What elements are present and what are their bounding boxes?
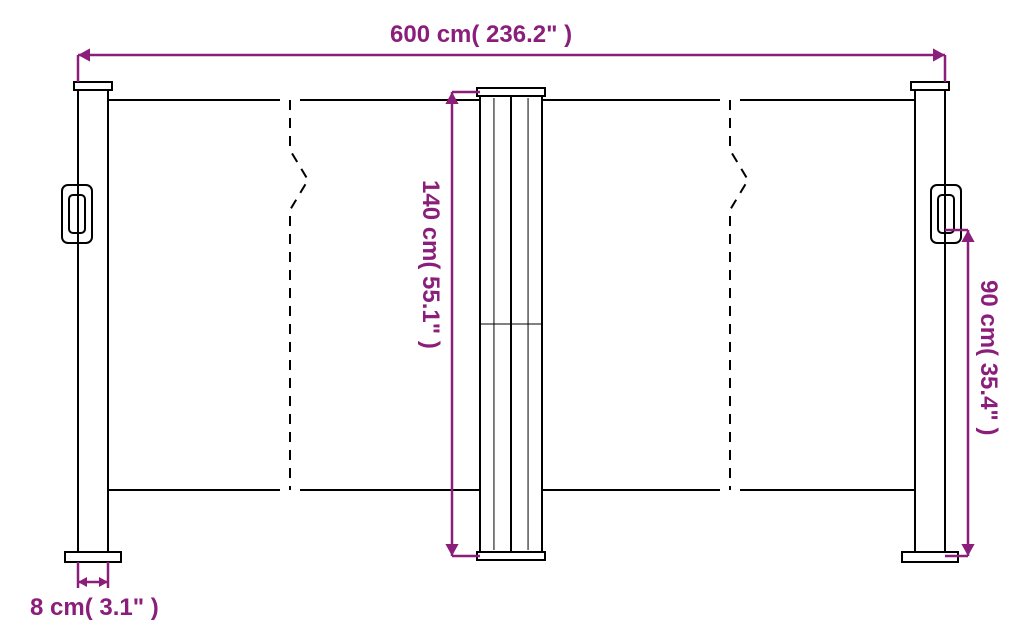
post-height-label: 90 cm( 35.4" ) [974, 280, 1002, 435]
dimension-diagram [0, 0, 1020, 642]
width-label: 600 cm( 236.2" ) [390, 21, 572, 49]
height-label: 140 cm( 55.1" ) [416, 180, 444, 349]
post-width-label: 8 cm( 3.1" ) [30, 594, 159, 622]
